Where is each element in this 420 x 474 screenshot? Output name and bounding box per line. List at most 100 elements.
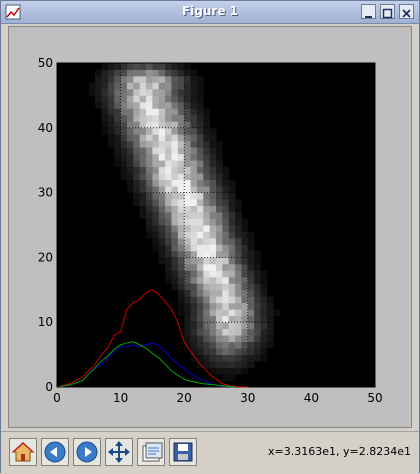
heatmap-cell (165, 173, 172, 181)
heatmap-cell (254, 315, 261, 323)
heatmap-cell (196, 173, 204, 181)
heatmap-cell (126, 160, 134, 168)
maximize-button[interactable] (380, 4, 395, 19)
heatmap-cell (235, 212, 242, 219)
minimize-button[interactable] (361, 4, 376, 19)
heatmap-cell (190, 121, 198, 129)
heatmap-cell (196, 289, 204, 297)
heatmap-cell (120, 101, 128, 109)
heatmap-cell (190, 315, 198, 323)
heatmap-cell (114, 140, 121, 148)
heatmap-cell (158, 166, 166, 174)
heatmap-cell (209, 296, 217, 304)
heatmap-cell (184, 322, 191, 330)
heatmap-cell (152, 147, 160, 155)
heatmap-cell (158, 173, 166, 181)
heatmap-cell (209, 328, 217, 336)
heatmap-cell (146, 192, 153, 200)
heatmap-cell (196, 309, 204, 317)
heatmap-cell (196, 212, 204, 219)
heatmap-cell (177, 270, 185, 278)
forward-button[interactable] (73, 438, 101, 466)
heatmap-cell (209, 257, 217, 265)
heatmap-cell (209, 153, 217, 161)
heatmap-cell (216, 367, 223, 375)
heatmap-cell (235, 322, 242, 330)
heatmap-cell (190, 82, 198, 90)
heatmap-cell (196, 160, 204, 168)
heatmap-cell (126, 166, 134, 174)
plot-area[interactable]: 0 10 20 30 40 50 0 10 20 30 40 50 (9, 27, 411, 427)
heatmap-cell (209, 127, 217, 135)
heatmap-cell (158, 69, 166, 77)
heatmap-cell (228, 276, 236, 284)
heatmap-cell (139, 95, 147, 103)
heatmap-cell (177, 166, 185, 174)
heatmap-cell (126, 114, 134, 122)
heatmap-cell (133, 160, 141, 168)
heatmap-cell (235, 276, 242, 284)
heatmap-cell (184, 153, 191, 161)
heatmap-cell (203, 270, 211, 278)
heatmap-cell (152, 108, 160, 116)
heatmap-cell (196, 134, 204, 142)
heatmap-cell (165, 69, 172, 77)
heatmap-cell (171, 270, 179, 278)
heatmap-cell (222, 192, 230, 200)
heatmap-cell (146, 95, 153, 103)
heatmap-cell (247, 315, 255, 323)
heatmap-cell (120, 121, 128, 129)
heatmap-cell (184, 231, 191, 239)
heatmap-cell (126, 75, 134, 83)
cursor-coordinates: x=3.3163e1, y=2.8234e1 (268, 445, 411, 458)
heatmap-cell (171, 140, 179, 148)
heatmap-cell (165, 127, 172, 135)
heatmap-cell (222, 289, 230, 297)
pan-button[interactable] (105, 438, 133, 466)
heatmap-cell (114, 88, 121, 96)
save-button[interactable] (169, 438, 197, 466)
back-button[interactable] (41, 438, 69, 466)
heatmap-cell (196, 354, 204, 362)
heatmap-cell (165, 75, 172, 83)
title-bar[interactable]: Figure 1 (1, 1, 419, 24)
heatmap-cell (209, 218, 217, 226)
heatmap-cell (254, 250, 261, 258)
figure-canvas[interactable]: 0 10 20 30 40 50 0 10 20 30 40 50 (8, 26, 412, 428)
heatmap-cell (216, 231, 223, 239)
heatmap-cell (133, 166, 141, 174)
heatmap-cell (107, 69, 115, 77)
heatmap-cell (196, 322, 204, 330)
heatmap-cell (158, 250, 166, 258)
home-button[interactable] (9, 438, 37, 466)
heatmap-cell (247, 263, 255, 271)
heatmap-cell (165, 140, 172, 148)
heatmap-cell (196, 147, 204, 155)
heatmap-cell (158, 218, 166, 226)
heatmap-cell (216, 322, 223, 330)
heatmap-cell (228, 231, 236, 239)
heatmap-cell (171, 134, 179, 142)
heatmap-cell (247, 257, 255, 265)
heatmap-cell (190, 296, 198, 304)
heatmap-cell (152, 88, 160, 96)
heatmap-cell (165, 114, 172, 122)
configure-subplots-button[interactable] (137, 438, 165, 466)
close-button[interactable] (399, 4, 414, 19)
heatmap-cell (190, 75, 198, 83)
y-tick-label: 10 (38, 315, 53, 329)
heatmap-cell (126, 101, 134, 109)
heatmap-cell (209, 225, 217, 232)
heatmap-cell (146, 75, 153, 83)
heatmap-cell (247, 309, 255, 317)
heatmap-cell (171, 257, 179, 265)
heatmap-cell (209, 140, 217, 148)
heatmap-cell (152, 75, 160, 83)
heatmap-cell (247, 328, 255, 336)
heatmap-cell (152, 237, 160, 245)
window-menu-icon[interactable] (5, 4, 21, 20)
axes-frame (56, 62, 376, 388)
heatmap-cell (184, 218, 191, 226)
x-tick-label: 0 (53, 391, 61, 405)
heatmap-cell (158, 75, 166, 83)
